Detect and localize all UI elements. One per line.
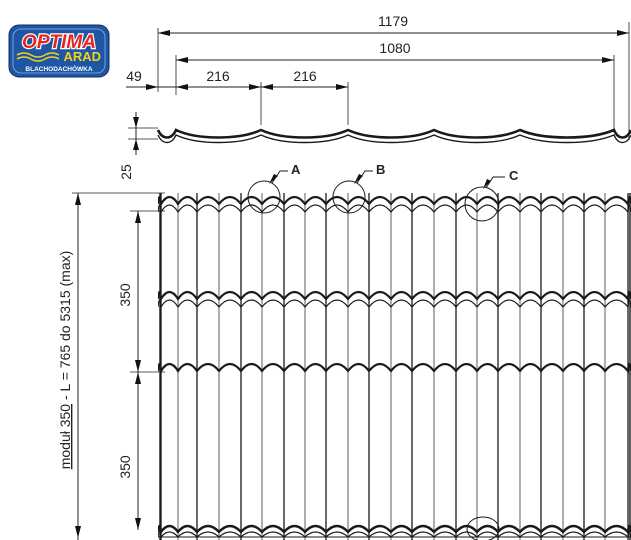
top-dimensions: 1179 1080 49 216 216 [126,13,630,140]
dim-overall-length: moduł 350 - L = 765 do 5315 (max) [57,251,73,470]
dim-thickness: 25 [118,164,134,180]
logo-model: ARAD [63,49,101,64]
callout-label-a: A [291,162,301,177]
callout-label-c: C [509,168,519,183]
detail-callout-a: A [247,162,301,214]
dim-module-2: 350 [117,455,133,479]
svg-text:OPTIMA: OPTIMA [22,32,96,53]
tile-step-line [158,299,631,309]
dim-module-1: 350 [117,283,133,307]
dim-edge-offset: 49 [126,68,142,84]
tile-step-line [158,290,631,303]
dim-effective-width: 1080 [379,40,410,56]
roof-sheet-plan [158,193,631,540]
profile-cross-section [156,128,631,144]
logo-company: BLACHODACHÓWKA [25,64,92,73]
callout-label-b: B [376,162,385,177]
dim-pitch-2: 216 [293,68,317,84]
tile-step-line [158,362,631,375]
dim-pitch-1: 216 [206,68,230,84]
detail-callout-c: C [464,168,519,222]
optima-arad-logo: OPTIMA OPTIMA ARAD BLACHODACHÓWKA [8,24,110,78]
left-dimensions: moduł 350 - L = 765 do 5315 (max) 350 35… [57,192,165,540]
dim-total-width: 1179 [378,13,408,29]
thickness-dimension: 25 [118,112,158,180]
detail-callout-b: B [332,162,385,214]
tile-step-line [158,204,631,214]
tile-step-line [158,195,631,208]
logo-brand: OPTIMA [22,32,96,53]
